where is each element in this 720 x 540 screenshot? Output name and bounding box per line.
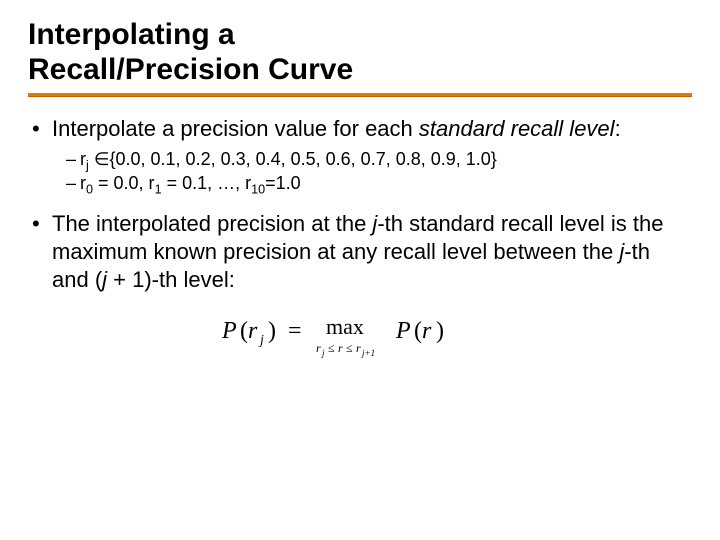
f-cl: ): [268, 318, 276, 344]
fc-rj: r: [316, 341, 321, 355]
f-max: max: [326, 314, 364, 339]
f-P: P: [221, 318, 237, 344]
bullet1-text-em: standard recall level: [419, 116, 615, 141]
f-r2: r: [422, 318, 432, 344]
slide: Interpolating a Recall/Precision Curve I…: [0, 0, 720, 540]
fc-le1: ≤: [328, 341, 335, 355]
title-underline: [28, 93, 692, 97]
bullet-list: Interpolate a precision value for each s…: [28, 115, 692, 294]
bullet1-text-pre: Interpolate a precision value for each: [52, 116, 419, 141]
f-r: r: [248, 318, 258, 344]
sub2-1: 1: [155, 183, 162, 197]
f-j: j: [258, 333, 264, 348]
sub2-end: =1.0: [265, 173, 301, 193]
bullet-2: The interpolated precision at the j-th s…: [32, 210, 688, 294]
f-P2: P: [395, 318, 411, 344]
b2-a: The interpolated precision at the: [52, 211, 372, 236]
bullet1-text-post: :: [615, 116, 621, 141]
fc-r: r: [338, 341, 343, 355]
f-cl2: ): [436, 318, 444, 344]
sub2-eq0: = 0.0, r: [93, 173, 155, 193]
sub2-mid: = 0.1, …, r: [162, 173, 252, 193]
title-line-2: Recall/Precision Curve: [28, 53, 353, 86]
fc-rj1: r: [356, 341, 361, 355]
f-op: (: [240, 318, 248, 344]
slide-title: Interpolating a Recall/Precision Curve: [28, 18, 692, 87]
sub2-0: 0: [86, 183, 93, 197]
title-line-1: Interpolating a: [28, 18, 235, 51]
fc-j1: j+1: [361, 348, 375, 358]
sub-list-1: rj ∈{0.0, 0.1, 0.2, 0.3, 0.4, 0.5, 0.6, …: [52, 147, 688, 196]
formula-block: P ( r j ) = max r j ≤ r ≤ r j+1 P ( r: [28, 312, 692, 371]
sub-1: rj ∈{0.0, 0.1, 0.2, 0.3, 0.4, 0.5, 0.6, …: [66, 147, 688, 171]
f-eq: =: [288, 318, 302, 344]
bullet-1: Interpolate a precision value for each s…: [32, 115, 688, 196]
formula-svg: P ( r j ) = max r j ≤ r ≤ r j+1 P ( r: [220, 312, 500, 366]
sub1-set: {0.0, 0.1, 0.2, 0.3, 0.4, 0.5, 0.6, 0.7,…: [110, 149, 497, 169]
fc-le2: ≤: [346, 341, 353, 355]
sub2-10: 10: [251, 183, 265, 197]
b2-d: + 1)-th level:: [107, 267, 235, 292]
sub-2: r0 = 0.0, r1 = 0.1, …, r10=1.0: [66, 171, 688, 195]
f-op2: (: [414, 318, 422, 344]
sub1-in: ∈: [89, 149, 110, 169]
fc-j: j: [321, 348, 325, 358]
